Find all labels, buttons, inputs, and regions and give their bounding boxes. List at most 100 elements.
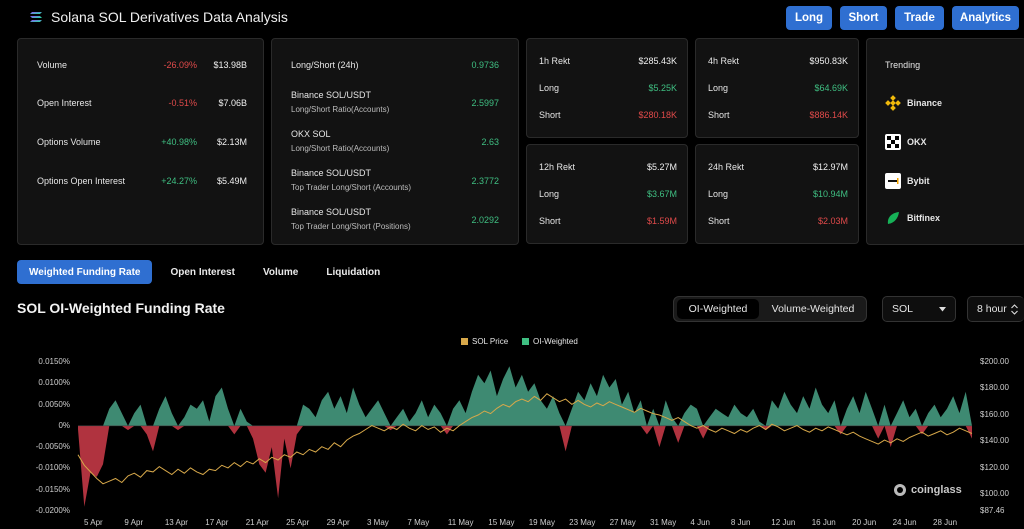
- trending-item-binance[interactable]: Binance: [885, 95, 942, 111]
- x-axis-tick: 8 Jun: [730, 518, 751, 527]
- interval-select[interactable]: 8 hour: [967, 296, 1024, 322]
- metric-value: $13.98B: [213, 60, 247, 70]
- rekt-short-label: Short: [708, 216, 730, 226]
- right-axis-tick: $140.00: [980, 436, 1009, 446]
- x-axis-tick: 31 May: [650, 518, 677, 527]
- weighting-toggle: OI-Weighted Volume-Weighted: [673, 296, 867, 322]
- x-axis-tick: 20 Jun: [852, 518, 877, 527]
- right-axis-tick: $100.00: [980, 489, 1009, 499]
- x-axis-tick: 4 Jun: [690, 518, 710, 527]
- x-axis-tick: 15 May: [488, 518, 515, 527]
- rekt-long-label: Long: [708, 189, 729, 199]
- ratio-row: Long/Short (24h) 0.9736: [291, 60, 499, 70]
- metric-value: $2.13M: [216, 137, 247, 147]
- ratio-sublabel: Top Trader Long/Short (Positions): [291, 222, 411, 231]
- left-axis-tick: 0.0100%: [38, 378, 70, 388]
- sol-price-line: [77, 393, 973, 485]
- analytics-button[interactable]: Analytics: [952, 6, 1019, 30]
- ratio-sublabel: Top Trader Long/Short (Accounts): [291, 183, 412, 192]
- x-axis-tick: 29 Apr: [326, 518, 350, 527]
- left-axis-tick: 0.0150%: [38, 357, 70, 366]
- ratio-sublabel: Long/Short Ratio(Accounts): [291, 105, 390, 114]
- long-button[interactable]: Long: [786, 6, 832, 30]
- rekt-long-value: $10.94M: [812, 189, 848, 199]
- ratio-row: Binance SOL/USDT Long/Short Ratio(Accoun…: [291, 90, 499, 120]
- tab-open-interest[interactable]: Open Interest: [170, 266, 235, 278]
- rekt-short-value: $886.14K: [809, 110, 848, 120]
- trending-item-bitfinex[interactable]: Bitfinex: [885, 210, 940, 226]
- bitfinex-icon: [887, 212, 899, 224]
- rekt-short-label: Short: [539, 216, 561, 226]
- ratio-label: Binance SOL/USDT: [291, 90, 372, 100]
- legend-item-oi-weighted[interactable]: OI-Weighted: [522, 337, 578, 346]
- up-down-icon: [1011, 304, 1018, 315]
- tab-liquidation[interactable]: Liquidation: [326, 266, 381, 278]
- trending-item-label: Bybit: [907, 176, 930, 186]
- tab-volume[interactable]: Volume: [262, 266, 299, 278]
- x-axis-tick: 25 Apr: [286, 518, 310, 527]
- trending-item-bybit[interactable]: Bybit: [885, 173, 930, 189]
- metric-label: Open Interest: [37, 98, 92, 108]
- ratio-row: Binance SOL/USDT Top Trader Long/Short (…: [291, 207, 499, 237]
- page-title: Solana SOL Derivatives Data Analysis: [51, 9, 288, 25]
- trending-title: Trending: [885, 60, 921, 70]
- right-axis-tick: $120.00: [980, 462, 1009, 472]
- rekt-short-label: Short: [708, 110, 730, 120]
- x-axis-tick: 28 Jun: [933, 518, 958, 527]
- metric-value: $7.06B: [218, 98, 247, 108]
- rekt-total: $285.43K: [638, 56, 677, 66]
- overview-row: Open Interest -0.51% $7.06B: [37, 98, 247, 108]
- ratio-label: Long/Short (24h): [291, 60, 359, 70]
- rekt-title: 4h Rekt: [708, 56, 740, 66]
- chart-tabs: Weighted Funding Rate Open Interest Volu…: [17, 260, 392, 284]
- left-axis-tick: -0.0200%: [35, 506, 70, 515]
- trending-item-label: Bitfinex: [907, 213, 941, 223]
- ratio-value: 2.5997: [471, 98, 499, 108]
- left-axis-tick: -0.0150%: [35, 484, 70, 494]
- oi-weighted-button[interactable]: OI-Weighted: [677, 299, 759, 319]
- legend-item-sol-price[interactable]: SOL Price: [461, 337, 508, 346]
- metric-label: Options Open Interest: [37, 176, 126, 186]
- rekt-short-label: Short: [539, 110, 561, 120]
- rekt-title: 12h Rekt: [539, 162, 576, 172]
- right-axis-tick: $180.00: [980, 383, 1009, 393]
- x-axis-tick: 5 Apr: [84, 518, 103, 527]
- coinglass-logo-icon: [894, 484, 906, 496]
- volume-weighted-button[interactable]: Volume-Weighted: [771, 303, 855, 315]
- trending-item-label: OKX: [907, 137, 927, 147]
- overview-row: Options Open Interest +24.27% $5.49M: [37, 176, 247, 186]
- x-axis-tick: 17 Apr: [205, 518, 229, 527]
- watermark-text: coinglass: [911, 484, 962, 496]
- x-axis-tick: 13 Apr: [164, 518, 188, 527]
- left-axis-tick: 0.0050%: [38, 399, 70, 409]
- rekt-long-label: Long: [708, 83, 729, 93]
- metric-change: +40.98%: [161, 137, 197, 147]
- x-axis-tick: 9 Apr: [124, 518, 144, 527]
- x-axis-tick: 23 May: [569, 518, 596, 527]
- trade-button[interactable]: Trade: [895, 6, 944, 30]
- right-axis-tick: $160.00: [980, 409, 1009, 419]
- legend-label: SOL Price: [472, 337, 509, 346]
- metric-change: -0.51%: [168, 98, 197, 108]
- metric-label: Volume: [37, 60, 68, 70]
- x-axis-tick: 12 Jun: [771, 518, 796, 527]
- short-button[interactable]: Short: [840, 6, 887, 30]
- ratio-row: OKX SOL Long/Short Ratio(Accounts) 2.63: [291, 129, 499, 159]
- ratio-value: 2.3772: [471, 176, 499, 186]
- left-axis-tick: 0%: [58, 420, 70, 430]
- rekt-long-value: $64.69K: [814, 83, 848, 93]
- rekt-card-4h: 4h Rekt $950.83K Long $64.69K Short $886.14…: [695, 38, 859, 138]
- tab-weighted-funding-rate[interactable]: Weighted Funding Rate: [17, 260, 153, 284]
- rekt-total: $5.27M: [646, 162, 677, 172]
- rekt-short-value: $2.03M: [817, 216, 848, 226]
- ratio-value: 2.0292: [471, 215, 499, 225]
- metric-value: $5.49M: [216, 176, 247, 186]
- rekt-title: 24h Rekt: [708, 162, 745, 172]
- funding-rate-positive-area: [78, 366, 972, 426]
- x-axis-tick: 16 Jun: [811, 518, 836, 527]
- ratio-row: Binance SOL/USDT Top Trader Long/Short (…: [291, 168, 499, 198]
- coin-select[interactable]: SOL: [882, 296, 956, 322]
- interval-select-value: 8 hour: [977, 303, 1007, 315]
- trending-item-okx[interactable]: OKX: [885, 134, 927, 150]
